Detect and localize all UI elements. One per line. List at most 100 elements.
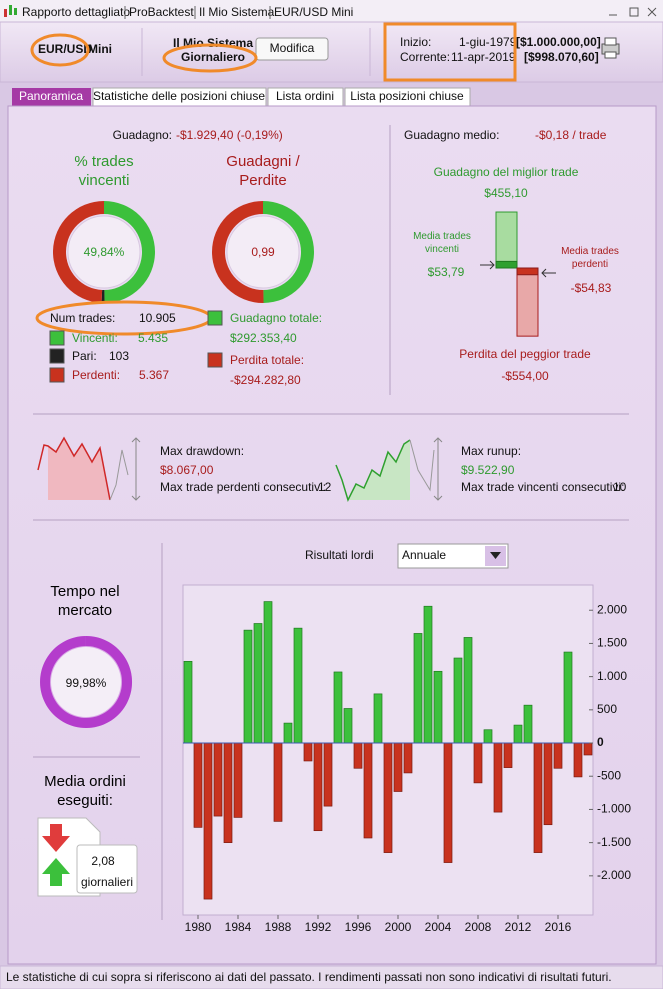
time-in-market-title: Tempo nel mercato bbox=[50, 583, 120, 619]
donut-center bbox=[67, 215, 141, 289]
num-trades: 10.905 bbox=[139, 311, 176, 325]
window-tab[interactable]: ProBacktest bbox=[129, 5, 194, 19]
pointer bbox=[541, 268, 556, 278]
y-tick-label: 2.000 bbox=[597, 602, 627, 616]
gauge-center bbox=[51, 647, 121, 717]
gain: -$1.929,40 (-0,19%) bbox=[176, 128, 283, 142]
total-gain-label: Guadagno totale: bbox=[230, 311, 322, 325]
consec-losses: 12 bbox=[318, 480, 332, 494]
bar bbox=[353, 742, 363, 769]
avg-bar bbox=[516, 267, 539, 337]
y-tick-label: 1.000 bbox=[597, 669, 627, 683]
donuts bbox=[52, 201, 315, 303]
losses: 5.367 bbox=[139, 368, 169, 382]
consec-wins: 10 bbox=[613, 480, 627, 494]
bar bbox=[323, 742, 333, 807]
x-tick-label: 1984 bbox=[225, 920, 252, 934]
runup: $9.522,90 bbox=[461, 463, 515, 477]
orders-icon bbox=[37, 817, 138, 897]
tab[interactable]: Lista ordini bbox=[276, 89, 334, 103]
bar bbox=[543, 742, 553, 826]
timeframe: Giornaliero bbox=[181, 50, 245, 64]
avg-gain: -$0,18 / trade bbox=[535, 128, 607, 142]
ratio: 0,99 bbox=[251, 245, 275, 259]
x-tick-label: 2012 bbox=[505, 920, 532, 934]
drawdown-sparkline bbox=[37, 436, 141, 501]
donut-center bbox=[226, 215, 300, 289]
bar bbox=[383, 742, 393, 853]
avg-bar bbox=[495, 260, 518, 269]
bar bbox=[513, 724, 523, 744]
bar bbox=[283, 722, 293, 744]
bar bbox=[293, 627, 303, 744]
y-tick-label: -1.000 bbox=[597, 802, 631, 816]
bar bbox=[483, 729, 493, 744]
edit-button-label[interactable]: Modifica bbox=[270, 41, 315, 55]
tab[interactable]: Lista posizioni chiuse bbox=[350, 89, 464, 103]
x-tick-label: 1992 bbox=[305, 920, 332, 934]
start-capital: [$1.000.000,00] bbox=[516, 35, 601, 49]
title-bar bbox=[0, 0, 663, 22]
dropdown-arrow bbox=[490, 552, 501, 559]
x-tick-label: 2008 bbox=[465, 920, 492, 934]
bar bbox=[253, 623, 263, 744]
drawdown: $8.067,00 bbox=[160, 463, 214, 477]
legend-swatch bbox=[49, 330, 65, 346]
runup-sparkline bbox=[335, 437, 443, 503]
tab[interactable]: Statistiche delle posizioni chiuse bbox=[93, 89, 265, 103]
gain-label: Guadagno: bbox=[113, 128, 172, 142]
legend-swatch bbox=[49, 367, 65, 383]
bar bbox=[473, 742, 483, 784]
avg-bar bbox=[495, 211, 518, 269]
bar bbox=[443, 742, 453, 863]
chart-title: Risultati lordi bbox=[305, 548, 374, 562]
avg-loss: -$54,83 bbox=[571, 281, 612, 295]
window-tab[interactable]: Rapporto dettagliato bbox=[22, 5, 130, 19]
total-loss: -$294.282,80 bbox=[230, 373, 301, 387]
bar bbox=[573, 742, 583, 778]
bar bbox=[273, 742, 283, 822]
window-tab[interactable]: Il Mio Sistema bbox=[199, 5, 275, 19]
ratio-title: Guadagni / Perdite bbox=[226, 153, 300, 189]
bar bbox=[583, 742, 593, 756]
legend-swatch bbox=[207, 352, 223, 368]
time-in-market: 99,98% bbox=[66, 676, 107, 690]
current-label: Corrente: bbox=[400, 50, 450, 64]
even-label: Pari: bbox=[72, 349, 97, 363]
x-tick-label: 1988 bbox=[265, 920, 292, 934]
bar bbox=[553, 742, 563, 769]
print-icon[interactable] bbox=[601, 37, 620, 59]
bar bbox=[233, 742, 243, 818]
ratio-title-box: Guadagni / Perdite bbox=[226, 153, 300, 189]
x-tick-label: 2004 bbox=[425, 920, 452, 934]
worst-trade-label: Perdita del peggior trade bbox=[459, 347, 591, 361]
window-buttons[interactable] bbox=[609, 7, 657, 17]
edit-button[interactable] bbox=[255, 37, 329, 61]
worst-trade: -$554,00 bbox=[501, 369, 549, 383]
wins: 5.435 bbox=[138, 331, 168, 345]
total-gain: $292.353,40 bbox=[230, 331, 297, 345]
consec-losses-label: Max trade perdenti consecutivi: bbox=[160, 480, 326, 494]
best-trade-label: Guadagno del miglior trade bbox=[434, 165, 579, 179]
bar bbox=[433, 670, 443, 744]
y-tick-label: -1.500 bbox=[597, 835, 631, 849]
drawdown-label: Max drawdown: bbox=[160, 444, 244, 458]
bar bbox=[303, 742, 313, 762]
avg-gain-label: Guadagno medio: bbox=[404, 128, 499, 142]
bar bbox=[363, 742, 373, 839]
dividers bbox=[33, 125, 629, 920]
annotation bbox=[30, 22, 517, 82]
bar bbox=[183, 661, 193, 744]
bar bbox=[343, 708, 353, 744]
orders: 2,08 bbox=[91, 854, 115, 868]
tab-active[interactable] bbox=[12, 88, 91, 106]
win-rate: 49,84% bbox=[84, 245, 125, 259]
window-tab[interactable]: EUR/USD Mini bbox=[274, 5, 353, 19]
bar bbox=[223, 742, 233, 843]
total-loss-label: Perdita totale: bbox=[230, 353, 304, 367]
period[interactable]: Annuale bbox=[402, 548, 446, 562]
bar bbox=[213, 742, 223, 817]
losses-label: Perdenti: bbox=[72, 368, 120, 382]
tab[interactable]: Panoramica bbox=[19, 89, 83, 103]
bar bbox=[493, 742, 503, 813]
